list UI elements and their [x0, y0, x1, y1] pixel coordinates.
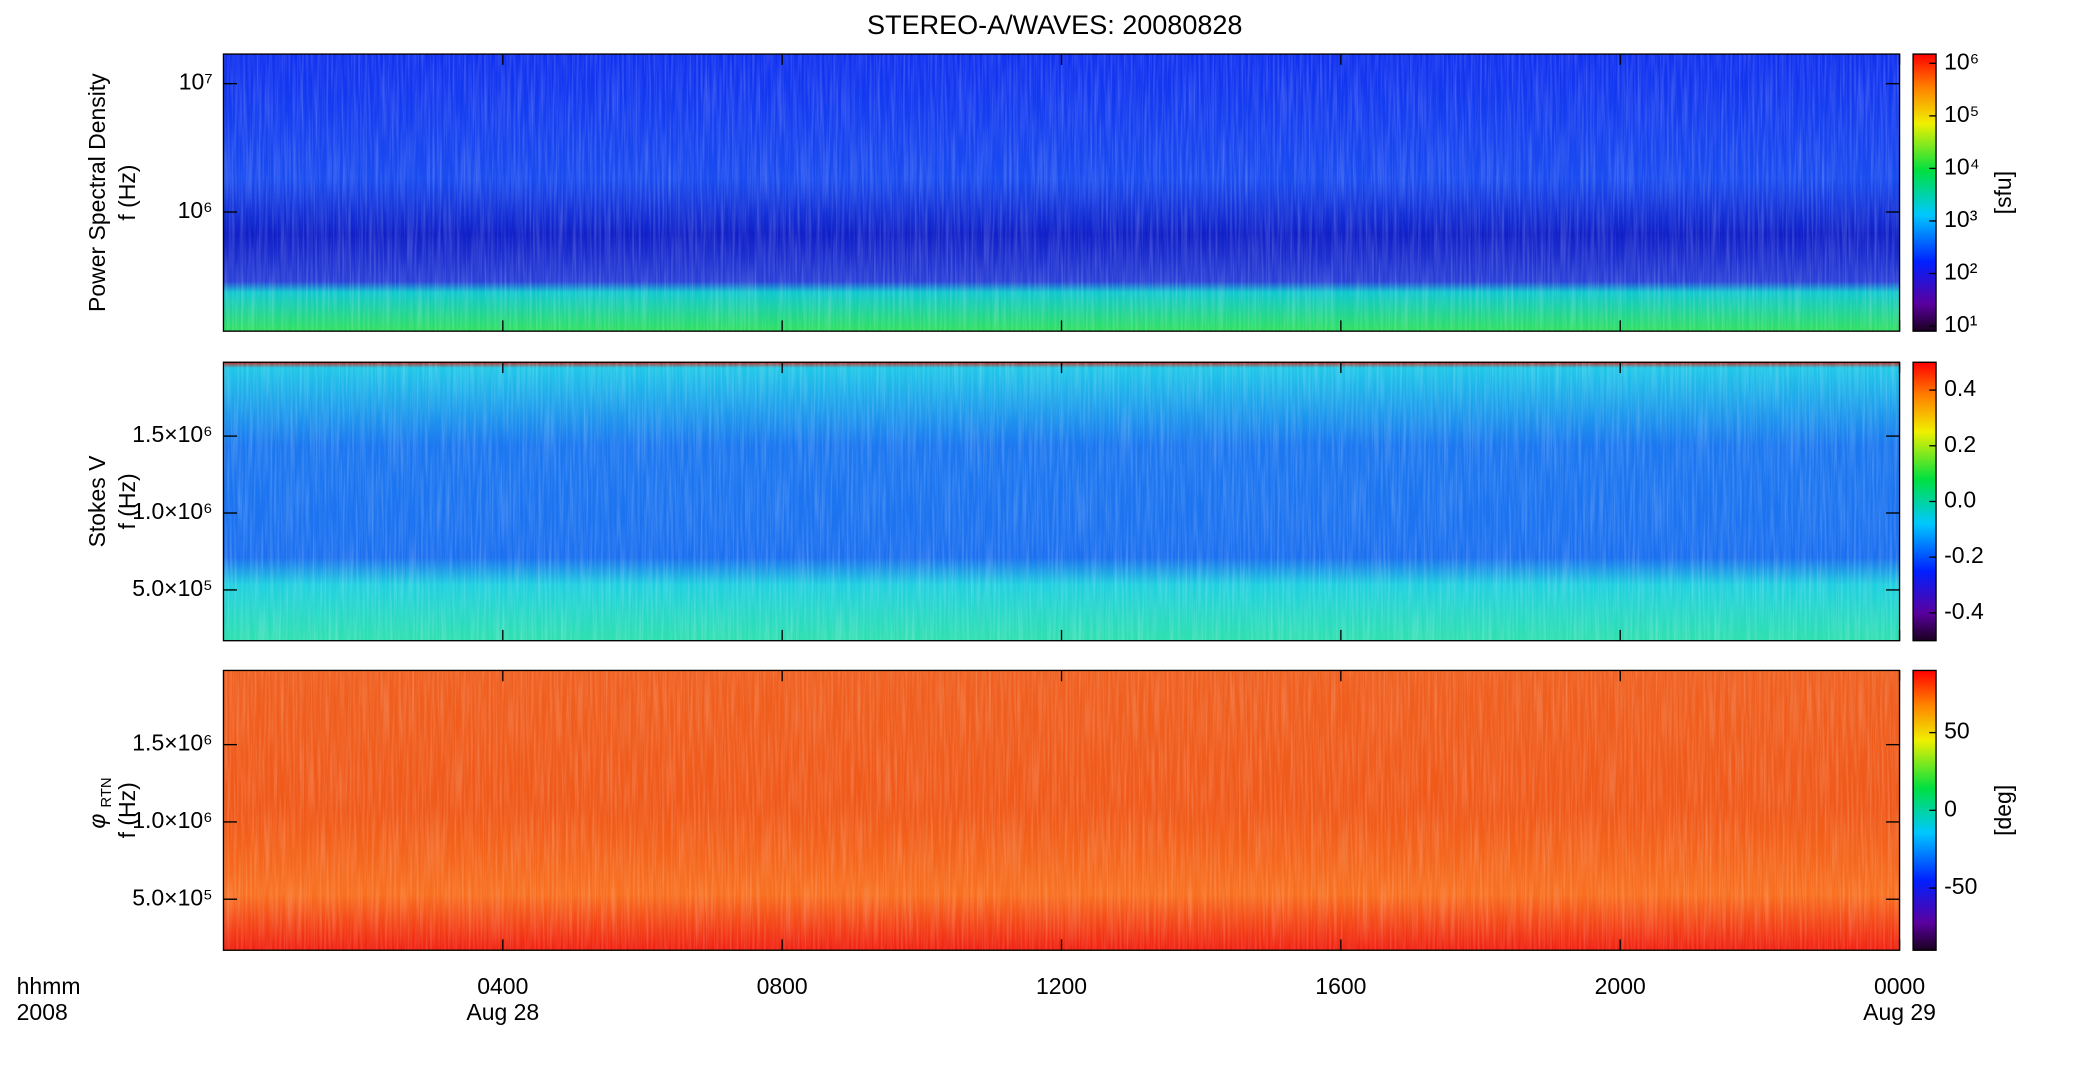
colorbar-tick-label: 50	[1944, 718, 1970, 744]
colorbar-tick-label: -50	[1944, 873, 1977, 899]
y-tick-label: 5.0×10⁵	[132, 884, 212, 910]
y-axis-label: φ RTN	[84, 777, 115, 828]
y-axis-label: Power Spectral Density	[84, 73, 110, 312]
y-label: Stokes V	[84, 455, 110, 548]
colorbar-tick-label: 10⁴	[1944, 153, 1979, 179]
y-unit-label: f (Hz)	[114, 473, 140, 529]
y-tick-label: 5.0×10⁵	[132, 575, 212, 601]
x-tick-label: 0800	[757, 973, 808, 999]
y-unit: f (Hz)	[114, 782, 140, 838]
colorbar-label: [deg]	[1990, 785, 2016, 836]
spectrogram-texture	[223, 54, 1900, 332]
x-tick-date: Aug 29	[1863, 999, 1936, 1025]
colorbar-tick-label: -0.2	[1944, 542, 1984, 568]
x-tick-label: 1200	[1036, 973, 1087, 999]
y-label: Power Spectral Density	[84, 73, 110, 312]
y-tick-label: 10⁷	[179, 69, 213, 95]
spectrogram-texture	[223, 362, 1900, 641]
y-tick-label: 1.5×10⁶	[132, 421, 212, 447]
y-unit: f (Hz)	[114, 473, 140, 529]
y-tick-label: 1.0×10⁶	[132, 498, 212, 524]
x-tick-label: 0400	[477, 973, 528, 999]
y-unit-label: f (Hz)	[114, 165, 140, 221]
chart-title: STEREO-A/WAVES: 20080828	[867, 10, 1242, 40]
colorbar-label: [sfu]	[1990, 171, 2016, 214]
colorbar-tick-label: 10¹	[1944, 311, 1978, 337]
colorbar-tick-label: -0.4	[1944, 598, 1984, 624]
y-tick-label: 1.5×10⁶	[132, 730, 212, 756]
y-label-sub: RTN	[99, 777, 115, 807]
y-unit-label: f (Hz)	[114, 782, 140, 838]
y-tick-label: 1.0×10⁶	[132, 807, 212, 833]
colorbar-tick-label: 10⁵	[1944, 101, 1979, 127]
colorbar-tick-label: 0.2	[1944, 431, 1976, 457]
x-tick-label: 1600	[1315, 973, 1366, 999]
colorbar-tick-label: 10³	[1944, 206, 1978, 232]
colorbar-label-text: [sfu]	[1990, 171, 2016, 214]
x-tick-label: 0000	[1874, 973, 1925, 999]
year-label: 2008	[17, 999, 68, 1025]
y-unit: f (Hz)	[114, 165, 140, 221]
colorbar-label-text: [deg]	[1990, 785, 2016, 836]
spectrogram-texture	[223, 670, 1900, 951]
x-tick-date: Aug 28	[466, 999, 539, 1025]
colorbar-tick-label: 0.0	[1944, 487, 1976, 513]
colorbar-tick-label: 10²	[1944, 259, 1978, 285]
y-tick-label: 10⁶	[178, 197, 213, 223]
colorbar-tick-label: 0.4	[1944, 375, 1976, 401]
y-label: φ	[84, 814, 110, 829]
colorbar	[1912, 53, 1937, 332]
y-axis-label: Stokes V	[84, 455, 110, 548]
colorbar-tick-label: 0	[1944, 795, 1957, 821]
time-label: hhmm	[17, 973, 81, 999]
colorbar-tick-label: 10⁶	[1944, 48, 1979, 74]
x-tick-label: 2000	[1595, 973, 1646, 999]
